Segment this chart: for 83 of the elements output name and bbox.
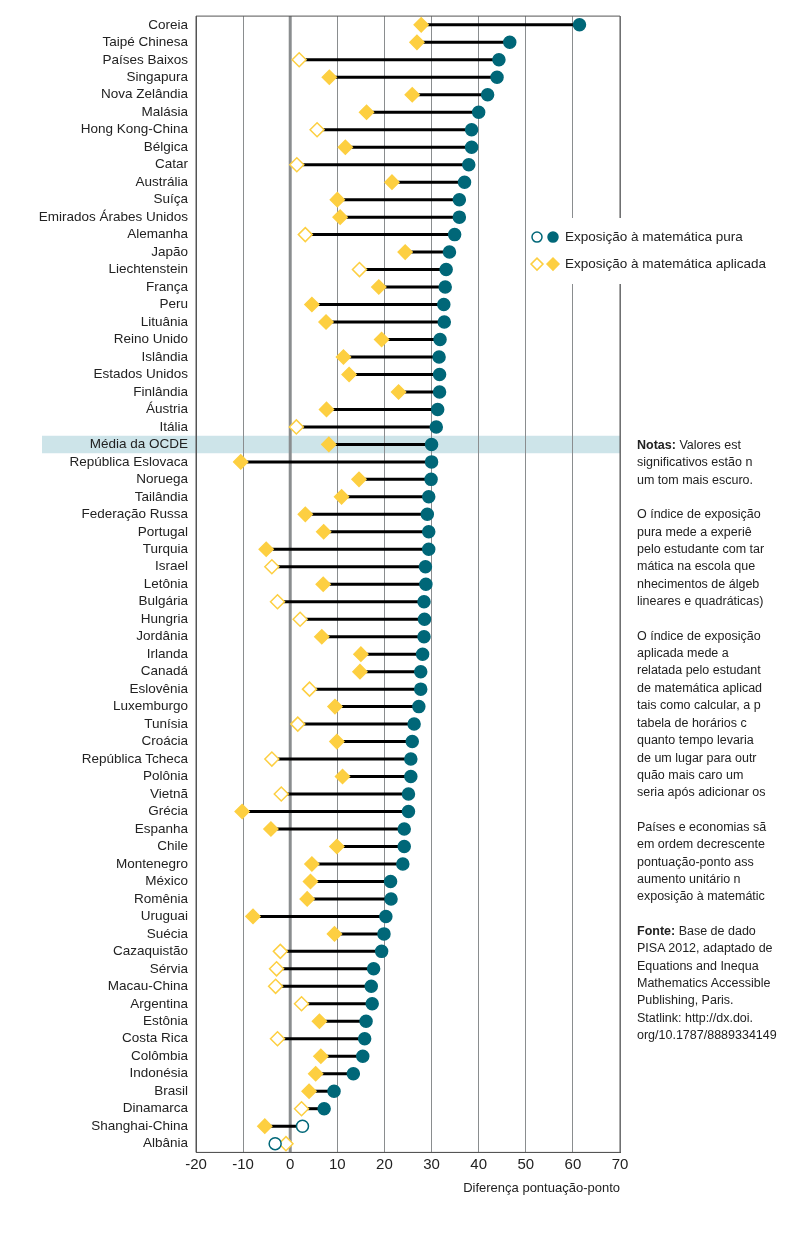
y-tick-label: Federação Russa [81, 506, 189, 522]
y-tick-label: Coreia [148, 16, 189, 32]
y-tick-label: Bélgica [143, 138, 189, 154]
text: O índice de exposição aplicada mede a relatada pelo estudant de matemática aplicad tais como calcular, a p tabela de horários c quanto tempo levaria de um lugar para outr quão mais caro um seria após adicionar os [637, 628, 766, 800]
y-tick-label: Uruguai [140, 908, 188, 924]
y-tick-label: Cazaquistão [112, 943, 188, 959]
y-tick-label: Hong Kong-China [80, 121, 189, 137]
x-tick-label: 20 [376, 1154, 393, 1172]
y-tick-label: Estados Unidos [93, 366, 189, 382]
y-tick-label: Japão [151, 243, 188, 259]
y-tick-label: Israel [154, 558, 188, 574]
y-tick-label: Estônia [142, 1013, 189, 1029]
legend-label: Exposição à matemática pura [565, 228, 744, 244]
y-tick-label: Suíça [153, 191, 189, 207]
y-tick-label: Países Baixos [102, 51, 189, 67]
y-tick-label: Malásia [141, 103, 189, 119]
y-tick-label: Albânia [142, 1135, 189, 1151]
y-tick-label: Alemanha [127, 226, 189, 242]
y-tick-label: Áustria [145, 401, 189, 417]
y-tick-label: Colômbia [130, 1047, 189, 1063]
y-tick-label: Argentina [130, 995, 189, 1011]
legend-label: Exposição à matemática aplicada [565, 255, 767, 271]
x-tick-label: 30 [423, 1154, 440, 1172]
y-tick-label: Chile [157, 838, 188, 854]
y-tick-label: Tailândia [134, 488, 189, 504]
y-tick-label: Canadá [140, 663, 189, 679]
y-tick-label: Singapura [126, 69, 189, 84]
text: Notas: Valores est significativos estão n um tom mais escuro. [637, 437, 754, 489]
y-tick-label: Indonésia [129, 1065, 189, 1081]
y-tick-label: Emirados Árabes Unidos [38, 208, 189, 224]
y-tick-label: Vietnã [149, 785, 189, 801]
y-tick-label: Eslovênia [129, 680, 189, 696]
y-tick-label: Taipé Chinesa [102, 34, 189, 50]
y-tick-label: França [145, 278, 189, 294]
y-tick-label: Portugal [137, 523, 188, 539]
x-tick-label: 60 [564, 1154, 582, 1172]
y-tick-label: Tunísia [144, 715, 189, 731]
x-tick-label: 0 [286, 1154, 295, 1172]
y-tick-label: Luxemburgo [112, 698, 188, 714]
y-tick-label: Polônia [142, 768, 189, 784]
y-tick-label: Romênia [133, 890, 189, 906]
x-tick-label: 10 [328, 1154, 346, 1172]
y-tick-label: Lituânia [140, 313, 189, 329]
y-tick-label: Espanha [134, 820, 189, 836]
x-tick-label: 50 [517, 1154, 535, 1172]
y-tick-label: Dinamarca [122, 1100, 189, 1116]
y-tick-label: Noruega [136, 471, 189, 487]
y-tick-label: Média da OCDE [89, 436, 188, 452]
y-tick-label: Finlândia [133, 383, 189, 399]
y-tick-label: Jordânia [136, 628, 189, 644]
y-tick-label: Costa Rica [121, 1030, 189, 1046]
y-tick-label: Catar [154, 156, 189, 172]
x-axis-title: Diferença pontuação-ponto [463, 1179, 620, 1195]
text: O índice de exposição pura mede a experiê pelo estudante com tar mática na escola que nhecimentos de álgeb lineares e quadráticas) [637, 506, 766, 611]
y-tick-label: Grécia [148, 803, 189, 819]
y-tick-label: Shanghai-China [91, 1117, 189, 1133]
y-tick-label: Brasil [154, 1082, 188, 1098]
y-tick-label: Turquia [142, 541, 189, 557]
y-tick-label: Montenegro [115, 855, 188, 871]
y-tick-label: Bulgária [138, 593, 189, 609]
x-tick-label: 70 [611, 1154, 629, 1172]
y-tick-label: Islândia [141, 348, 189, 364]
x-tick-label: -10 [232, 1154, 254, 1172]
y-tick-label: Reino Unido [113, 331, 188, 347]
x-tick-label: 40 [470, 1154, 488, 1172]
y-tick-label: República Tcheca [81, 750, 189, 766]
y-tick-label: Itália [159, 418, 189, 434]
y-tick-label: Macau-China [107, 978, 189, 994]
y-tick-label: Austrália [135, 173, 189, 189]
y-tick-label: Croácia [141, 733, 189, 749]
x-tick-label: -20 [185, 1154, 207, 1172]
y-tick-label: Liechtenstein [108, 261, 188, 277]
y-tick-label: Suécia [146, 925, 189, 941]
y-tick-label: República Eslovaca [69, 453, 189, 469]
y-tick-label: Hungria [140, 610, 189, 626]
y-tick-label: Sérvia [149, 960, 189, 976]
y-tick-label: Irlanda [146, 645, 189, 661]
y-tick-label: Peru [159, 296, 188, 312]
text: Países e economias sã em ordem decrescente pontuação-ponto ass aumento unitário n exposição à matemátic [637, 818, 768, 906]
y-tick-label: Nova Zelândia [100, 86, 189, 102]
y-tick-label: México [145, 873, 188, 889]
source-note: Fonte: Base de dado PISA 2012, adaptado de Equations and Inequa Mathematics Accessible Publishing, Paris. Statlink: http://dx.doi. org/10.1787/8889334149 [637, 922, 778, 1045]
y-tick-label: Letônia [143, 575, 189, 591]
